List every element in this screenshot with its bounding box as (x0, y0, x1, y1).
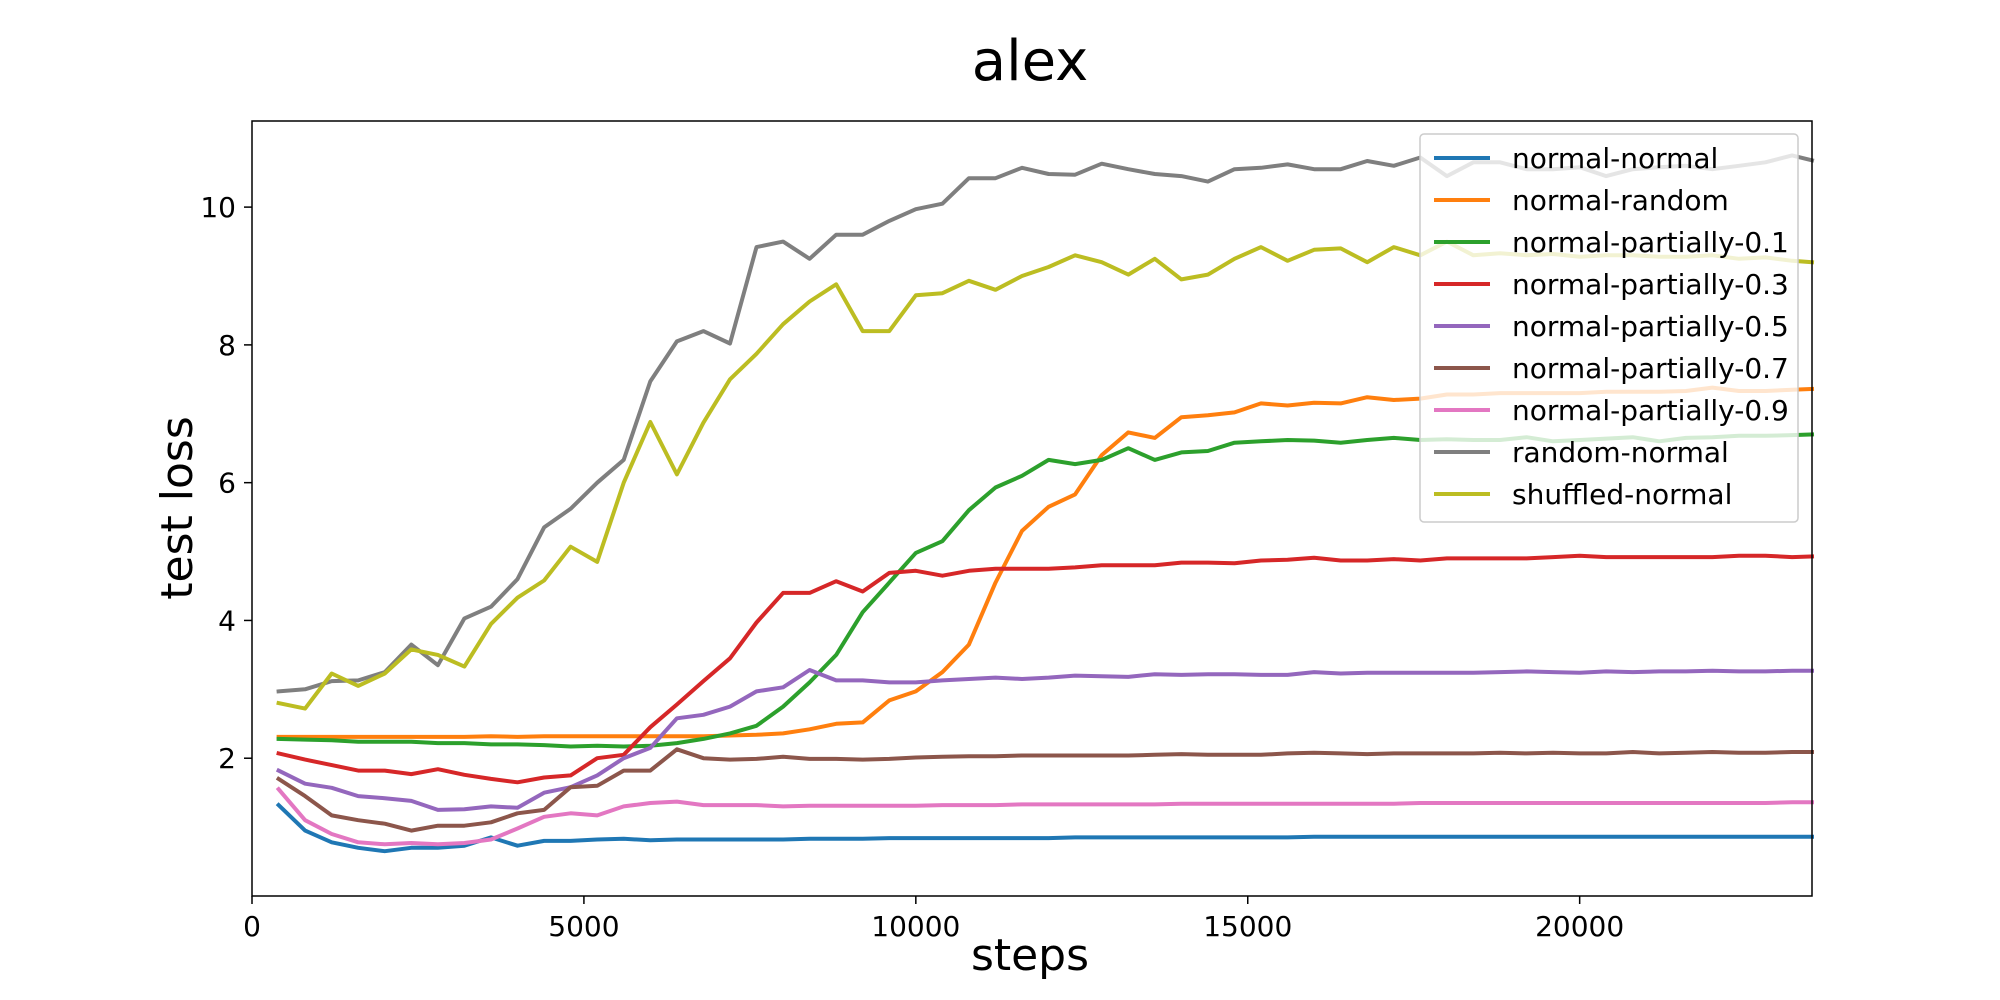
y-axis-ticks: 2 4 6 8 10 (200, 191, 252, 775)
legend-items: normal-normal normal-random normal-partial… (1434, 142, 1789, 511)
legend-label: shuffled-normal (1512, 478, 1732, 511)
x-axis-ticks: 0 5000 10000 15000 20000 (243, 896, 1624, 943)
legend-label: normal-partially-0.9 (1512, 394, 1789, 427)
y-tick-label: 10 (200, 191, 236, 224)
y-tick-label: 8 (218, 329, 236, 362)
series-line-normal-partially-0.9 (275, 786, 1814, 847)
x-tick-label: 10000 (871, 910, 960, 943)
y-tick-label: 2 (218, 742, 236, 775)
y-tick-label: 6 (218, 467, 236, 500)
x-tick-label: 15000 (1203, 910, 1292, 943)
legend-label: normal-random (1512, 184, 1729, 217)
legend-label: normal-partially-0.1 (1512, 226, 1789, 259)
legend-label: random-normal (1512, 436, 1729, 469)
x-tick-label: 0 (243, 910, 261, 943)
x-axis-label: steps (971, 930, 1089, 981)
plot-frame (251, 120, 1813, 897)
legend-label: normal-partially-0.3 (1512, 268, 1789, 301)
legend-label: normal-partially-0.5 (1512, 310, 1789, 343)
chart-title: alex (972, 29, 1088, 94)
x-tick-label: 20000 (1535, 910, 1624, 943)
x-tick-label: 5000 (548, 910, 619, 943)
y-axis-label: test loss (152, 416, 203, 599)
series-line-normal-partially-0.5 (275, 668, 1814, 812)
legend-label: normal-normal (1512, 142, 1718, 175)
series-line-normal-partially-0.7 (275, 747, 1814, 833)
y-tick-label: 4 (218, 604, 236, 637)
series-line-normal-partially-0.3 (276, 553, 1815, 785)
legend: normal-normal normal-random normal-partial… (1419, 133, 1799, 523)
legend-label: normal-partially-0.7 (1512, 352, 1789, 385)
series-line-normal-normal (275, 802, 1814, 854)
plot-area (251, 120, 1815, 897)
legend-box (1419, 133, 1799, 523)
